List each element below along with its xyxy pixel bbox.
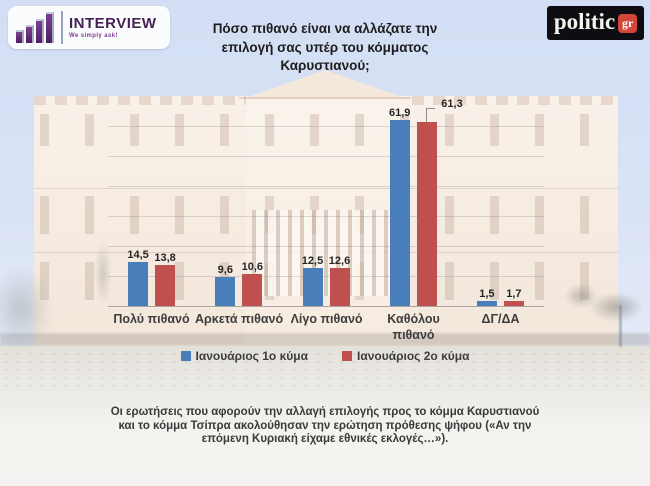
bg-window-row bbox=[40, 114, 612, 146]
legend-item: Ιανουάριος 2ο κύμα bbox=[342, 349, 469, 363]
category-label: Λίγο πιθανό bbox=[290, 312, 363, 326]
politic-logo: politic gr bbox=[547, 6, 644, 40]
bar-value-label: 14,5 bbox=[127, 249, 149, 261]
category-label: ΔΓ/ΔΑ bbox=[481, 312, 520, 326]
category-label: Αρκετά πιθανό bbox=[194, 312, 284, 326]
bg-floor-line bbox=[34, 188, 618, 189]
logo-divider bbox=[61, 11, 63, 44]
legend-item: Ιανουάριος 1ο κύμα bbox=[180, 349, 308, 363]
bar-group: 1,5 1,7 bbox=[457, 111, 544, 306]
bg-parliament-building bbox=[34, 96, 618, 354]
category-label: Καθόλου πιθανό bbox=[387, 312, 440, 343]
bar-value-label: 9,6 bbox=[217, 264, 233, 276]
category-labels: Πολύ πιθανό Αρκετά πιθανό Λίγο πιθανό Καθόλ… bbox=[108, 311, 544, 344]
bg-colonnade bbox=[252, 210, 400, 296]
bar: 14,5 bbox=[127, 249, 149, 306]
bar: 9,6 bbox=[215, 264, 236, 306]
bar-value-label: 12,6 bbox=[328, 255, 351, 267]
interview-logo-text: INTERVIEW We simply ask! bbox=[69, 16, 157, 39]
bar: 1,5 bbox=[476, 288, 497, 306]
bar: 61,3 bbox=[416, 98, 463, 306]
bar-value-label: 61,3 bbox=[441, 98, 463, 110]
bar-icon-segment bbox=[36, 19, 44, 43]
politic-logo-gr-badge: gr bbox=[618, 14, 638, 33]
bar-group: 61,9 61,3 bbox=[370, 98, 463, 306]
bar: 1,7 bbox=[503, 288, 524, 306]
plot-groups: 14,5 13,8 9,6 10,6 12,5 12,6 61,9 61,3 1,5 1,7 bbox=[108, 98, 544, 306]
bar-icon-segment bbox=[46, 12, 54, 43]
bar-group: 12,5 12,6 bbox=[282, 111, 369, 306]
bar: 12,6 bbox=[329, 255, 350, 306]
bar-value-label: 10,6 bbox=[241, 261, 264, 273]
interview-logo-tagline: We simply ask! bbox=[69, 33, 118, 39]
legend-label: Ιανουάριος 2ο κύμα bbox=[357, 349, 470, 363]
callout-leader-line bbox=[425, 108, 435, 122]
bg-square-ground bbox=[0, 346, 650, 486]
legend-swatch bbox=[180, 351, 191, 361]
bar-chart-plot: 14,5 13,8 9,6 10,6 12,5 12,6 61,9 61,3 1,5 1,7 bbox=[108, 98, 544, 307]
category-label: Πολύ πιθανό bbox=[113, 312, 190, 326]
bar: 61,9 bbox=[389, 107, 410, 306]
bar-value-label: 1,7 bbox=[506, 288, 522, 300]
bar-icon-segment bbox=[16, 30, 24, 43]
bg-bush bbox=[0, 266, 54, 352]
bar: 12,5 bbox=[302, 255, 323, 306]
bar: 13,8 bbox=[154, 252, 176, 306]
bar-value-label: 61,9 bbox=[388, 107, 411, 119]
bg-pediment bbox=[245, 70, 405, 98]
bar-value-label: 1,5 bbox=[479, 288, 495, 300]
interview-logo-name: INTERVIEW bbox=[69, 15, 157, 32]
bg-crowd-speckles bbox=[0, 350, 650, 392]
bg-palm-tree bbox=[588, 292, 644, 322]
legend-label: Ιανουάριος 1ο κύμα bbox=[195, 349, 308, 363]
interview-logo: INTERVIEW We simply ask! bbox=[8, 6, 170, 49]
bar-value-label: 13,8 bbox=[154, 252, 176, 264]
bg-palm-trunk bbox=[619, 305, 622, 347]
bg-pediment-base bbox=[239, 97, 411, 99]
chart-title: Πόσο πιθανό είναι να αλλάζατε την επιλογ… bbox=[212, 21, 438, 74]
bar: 10,6 bbox=[242, 261, 263, 306]
bar-icon-segment bbox=[26, 25, 34, 43]
bar-group: 14,5 13,8 bbox=[108, 111, 195, 306]
bg-retaining-wall bbox=[0, 333, 650, 346]
bar-chart-icon bbox=[16, 12, 54, 43]
politic-logo-name: politic bbox=[553, 9, 616, 34]
bg-statue bbox=[95, 242, 111, 304]
legend-swatch bbox=[342, 351, 352, 361]
legend: Ιανουάριος 1ο κύμα Ιανουάριος 2ο κύμα bbox=[0, 349, 650, 363]
bar-group: 9,6 10,6 bbox=[195, 111, 282, 306]
footnote: Οι ερωτήσεις που αφορούν την αλλαγή επιλ… bbox=[110, 406, 540, 446]
bar-value-label: 12,5 bbox=[301, 255, 324, 267]
